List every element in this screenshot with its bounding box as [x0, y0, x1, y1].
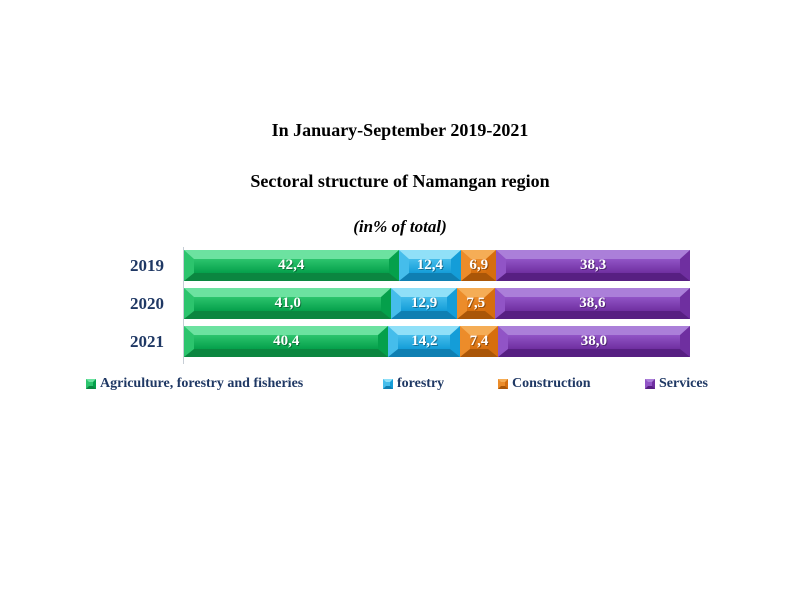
- stacked-bar-2019: 42,4 12,4 6,9 38,3: [184, 250, 690, 281]
- bar-value-label: 42,4: [278, 257, 305, 273]
- chart-subtitle: Sectoral structure of Namangan region: [250, 171, 550, 191]
- bar-value-label: 12,4: [416, 257, 444, 273]
- year-label: 2021: [130, 332, 164, 351]
- legend-item-agriculture-forestry-and-fisheries: Agriculture, forestry and fisheries: [86, 374, 303, 394]
- chart-units-note: (in% of total): [353, 217, 447, 236]
- bar-segment-services: 38,3: [496, 250, 690, 281]
- stacked-bar-2020: 41,0 12,9 7,5 38,6: [184, 288, 690, 319]
- chart-title: In January-September 2019-2021: [271, 120, 529, 140]
- bar-segment-services: 38,0: [497, 326, 690, 357]
- bar-segment-construction: 7,4: [460, 326, 498, 357]
- legend-label: Construction: [512, 376, 591, 391]
- bar-segment-construction: 7,5: [456, 288, 495, 319]
- bar-segment-bevel: [496, 250, 690, 281]
- bar-segment-forestry: 12,4: [398, 250, 462, 281]
- bar-value-label: 6,9: [469, 257, 489, 273]
- bar-segment-agriculture-forestry-and-fisheries: 40,4: [184, 326, 389, 357]
- bar-segment-bevel: [461, 250, 497, 281]
- bar-value-label: 38,0: [580, 333, 607, 349]
- legend-label: Agriculture, forestry and fisheries: [100, 376, 304, 391]
- bar-segment-construction: 6,9: [461, 250, 497, 281]
- bar-segment-bevel: [184, 326, 389, 357]
- legend-item-services: Services: [645, 374, 708, 394]
- bar-segment-bevel: [497, 326, 690, 357]
- legend-label: Services: [659, 376, 708, 391]
- legend-item-construction: Construction: [498, 374, 591, 394]
- legend-swatch-icon: [86, 379, 96, 389]
- bar-segment-forestry: 12,9: [391, 288, 457, 319]
- bar-segment-services: 38,6: [494, 288, 690, 319]
- bar-value-label: 7,5: [466, 295, 486, 311]
- bar-value-label: 7,4: [469, 333, 489, 349]
- legend-swatch-icon: [645, 379, 655, 389]
- stacked-bar-2021: 40,4 14,2 7,4 38,0: [184, 326, 690, 357]
- bar-segment-bevel: [184, 288, 392, 319]
- bar-segment-agriculture-forestry-and-fisheries: 41,0: [184, 288, 392, 319]
- bar-segment-bevel: [494, 288, 690, 319]
- bar-segment-bevel: [460, 326, 498, 357]
- year-label: 2019: [130, 256, 164, 275]
- bar-value-label: 38,6: [579, 295, 606, 311]
- bar-value-label: 14,2: [411, 333, 438, 349]
- bar-row-2020: 2020 41,0 12,9 7,5 38,6: [0, 288, 800, 319]
- legend-swatch-icon: [383, 379, 393, 389]
- bar-row-2019: 2019 42,4 12,4 6,9 38,3: [0, 250, 800, 281]
- legend: Agriculture, forestry and fisheries fores…: [0, 374, 800, 394]
- bar-segment-agriculture-forestry-and-fisheries: 42,4: [184, 250, 399, 281]
- bar-segment-bevel: [456, 288, 495, 319]
- legend-item-forestry: forestry: [383, 374, 444, 394]
- bar-segment-bevel: [184, 250, 399, 281]
- bar-segment-bevel: [391, 288, 457, 319]
- bar-segment-bevel: [388, 326, 461, 357]
- y-axis-line: [183, 247, 184, 364]
- bar-value-label: 41,0: [274, 295, 301, 311]
- legend-label: forestry: [397, 376, 445, 391]
- bar-rows: 2019 42,4 12,4 6,9 38,3 2020 41,0 12,9 7,5 38,6 20…: [0, 250, 800, 357]
- bar-segment-forestry: 14,2: [388, 326, 461, 357]
- plot-area: 2019 42,4 12,4 6,9 38,3 2020 41,0 12,9 7,5 38,6 20…: [0, 247, 800, 364]
- bar-row-2021: 2021 40,4 14,2 7,4 38,0: [0, 326, 800, 357]
- legend-swatch-icon: [498, 379, 508, 389]
- bar-value-label: 12,9: [410, 295, 438, 311]
- bar-value-label: 40,4: [273, 333, 300, 349]
- bar-value-label: 38,3: [579, 257, 607, 273]
- year-label: 2020: [130, 294, 164, 313]
- bar-segment-bevel: [398, 250, 462, 281]
